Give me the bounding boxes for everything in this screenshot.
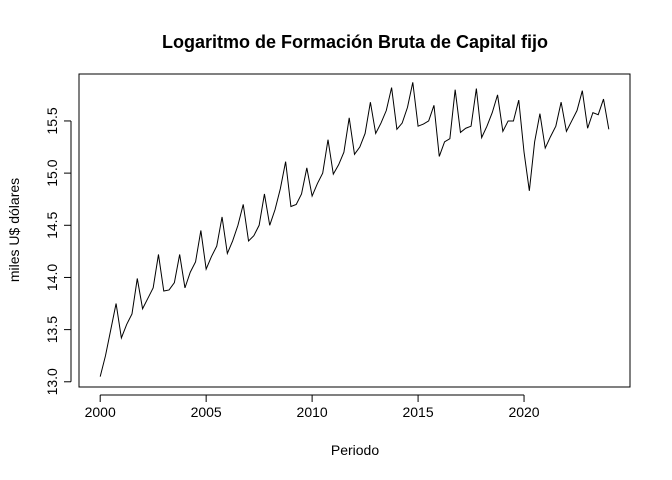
y-tick-label: 14.5 <box>44 211 60 238</box>
series-line <box>99 82 610 377</box>
y-axis: 13.0 13.5 14.0 14.5 15.0 15.5 <box>44 107 72 395</box>
chart-title: Logaritmo de Formación Bruta de Capital … <box>162 32 548 52</box>
y-tick-label: 15.0 <box>44 159 60 186</box>
x-tick-label: 2015 <box>402 404 433 420</box>
y-axis-label: miles U$ dólares <box>6 178 22 282</box>
x-tick-label: 2000 <box>85 404 116 420</box>
x-tick-label: 2005 <box>191 404 222 420</box>
y-tick-label: 15.5 <box>44 107 60 134</box>
y-tick-label: 14.0 <box>44 264 60 291</box>
y-tick-label: 13.5 <box>44 316 60 343</box>
x-axis: 2000 2005 2010 2015 2020 <box>85 394 540 420</box>
x-tick-label: 2020 <box>508 404 539 420</box>
x-tick-label: 2010 <box>297 404 328 420</box>
y-tick-label: 13.0 <box>44 368 60 395</box>
x-axis-label: Periodo <box>331 442 379 458</box>
plot-frame <box>78 73 631 388</box>
